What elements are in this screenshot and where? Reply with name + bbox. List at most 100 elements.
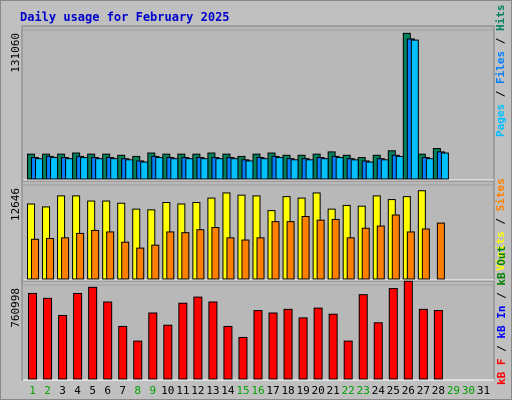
bar-kbytes-f-day-27 [418, 308, 428, 380]
x-tick-label-day-5: 5 [89, 384, 96, 397]
x-tick-label-day-31: 31 [477, 384, 490, 397]
bar-kbytes-f-day-25 [388, 288, 398, 380]
bar-sites-day-19 [301, 215, 310, 280]
legend-entry: Sites [494, 178, 507, 211]
bar-pages-day-14 [230, 158, 239, 180]
x-tick-label-day-1: 1 [29, 384, 36, 397]
x-tick-label-day-25: 25 [387, 384, 400, 397]
x-tick-label-day-12: 12 [191, 384, 204, 397]
bar-kbytes-f-day-17 [268, 312, 278, 380]
bar-sites-day-9 [151, 244, 160, 280]
bar-sites-day-15 [241, 239, 250, 280]
bar-kbytes-f-day-8 [133, 340, 143, 380]
bar-pages-day-4 [80, 157, 89, 180]
bar-kbytes-f-day-22 [343, 340, 353, 380]
bar-pages-day-25 [395, 155, 404, 180]
legend-requests: Pages / Files / Hits [494, 5, 507, 138]
bar-kbytes-f-day-15 [238, 336, 248, 380]
x-tick-label-day-17: 17 [266, 384, 279, 397]
bar-sites-day-10 [166, 231, 175, 280]
bar-sites-day-6 [106, 231, 115, 280]
bar-kbytes-f-day-24 [373, 322, 383, 380]
bar-pages-day-22 [350, 159, 359, 180]
bar-kbytes-f-day-11 [178, 302, 188, 380]
bar-sites-day-28 [436, 222, 445, 280]
bar-sites-day-11 [181, 232, 190, 280]
y-max-label: 131060 [9, 33, 22, 73]
x-tick-label-day-21: 21 [327, 384, 340, 397]
bar-sites-day-8 [136, 247, 145, 280]
bar-pages-day-21 [335, 157, 344, 180]
legend-entry: Files [494, 51, 507, 84]
bar-kbytes-f-day-12 [193, 296, 203, 380]
x-tick-label-day-27: 27 [417, 384, 430, 397]
bar-sites-day-23 [361, 227, 370, 280]
bar-pages-day-10 [170, 158, 179, 180]
bar-pages-day-13 [215, 158, 224, 180]
bar-kbytes-f-day-16 [253, 310, 263, 380]
bar-pages-day-3 [65, 158, 74, 180]
y-max-label: 760998 [9, 288, 22, 328]
bar-pages-day-20 [320, 158, 329, 180]
x-tick-label-day-18: 18 [281, 384, 294, 397]
bar-pages-day-8 [140, 161, 149, 180]
legend-entry: kB Out [495, 246, 508, 286]
bar-kbytes-f-day-3 [58, 314, 68, 380]
bar-pages-day-12 [200, 158, 209, 180]
x-tick-label-day-4: 4 [74, 384, 81, 397]
x-tick-label-day-22: 22 [342, 384, 355, 397]
bar-kbytes-f-day-19 [298, 317, 308, 380]
bar-sites-day-12 [196, 229, 205, 280]
legend-entry: Pages [494, 104, 507, 137]
bar-sites-day-3 [61, 237, 70, 280]
bar-kbytes-f-day-7 [118, 325, 128, 380]
bar-kbytes-f-day-4 [73, 292, 83, 380]
bar-pages-day-27 [425, 158, 434, 180]
legend-entry: / [494, 211, 507, 231]
bar-sites-day-14 [226, 237, 235, 280]
legend-entry: / [494, 84, 507, 104]
bar-pages-day-7 [125, 159, 134, 180]
chart-title: Daily usage for February 2025 [20, 10, 230, 24]
x-tick-label-day-23: 23 [357, 384, 370, 397]
bar-pages-day-24 [380, 159, 389, 180]
bar-kbytes-f-day-13 [208, 301, 218, 380]
x-tick-label-day-9: 9 [149, 384, 156, 397]
bar-kbytes-f-day-6 [103, 301, 113, 380]
bar-sites-day-27 [421, 228, 430, 280]
legend-entry: kB F [495, 359, 508, 386]
bar-kbytes-f-day-28 [433, 310, 443, 380]
bar-pages-day-18 [290, 159, 299, 180]
x-tick-label-day-6: 6 [104, 384, 111, 397]
x-tick-label-day-24: 24 [372, 384, 386, 397]
bar-kbytes-f-day-5 [88, 286, 98, 380]
bar-sites-day-13 [211, 227, 220, 280]
bar-kbytes-f-day-26 [403, 280, 413, 380]
bar-pages-day-5 [95, 158, 104, 180]
x-tick-label-day-2: 2 [44, 384, 51, 397]
bar-pages-day-2 [50, 157, 59, 180]
bar-sites-day-17 [271, 221, 280, 280]
x-tick-label-day-20: 20 [312, 384, 325, 397]
x-tick-label-day-10: 10 [161, 384, 174, 397]
x-tick-label-day-3: 3 [59, 384, 66, 397]
x-tick-label-day-26: 26 [402, 384, 415, 397]
legend-traffic: kB F / kB In / kB Out [495, 246, 508, 385]
legend-entry: / [495, 339, 508, 359]
legend-entry: Visits [494, 231, 507, 271]
bar-sites-day-24 [376, 225, 385, 280]
bar-pages-day-16 [260, 158, 269, 180]
bar-pages-day-6 [110, 158, 119, 180]
bar-pages-day-26 [410, 39, 419, 180]
x-tick-label-day-13: 13 [206, 384, 219, 397]
x-tick-label-day-28: 28 [432, 384, 445, 397]
bar-sites-day-21 [331, 218, 340, 280]
bar-sites-day-20 [316, 219, 325, 280]
bar-kbytes-f-day-10 [163, 324, 173, 380]
bar-kbytes-f-day-20 [313, 307, 323, 380]
bar-pages-day-28 [440, 152, 449, 180]
x-tick-label-day-30: 30 [462, 384, 475, 397]
bar-pages-day-23 [365, 161, 374, 180]
legend-entry: kB In [495, 306, 508, 339]
x-tick-label-day-14: 14 [221, 384, 235, 397]
